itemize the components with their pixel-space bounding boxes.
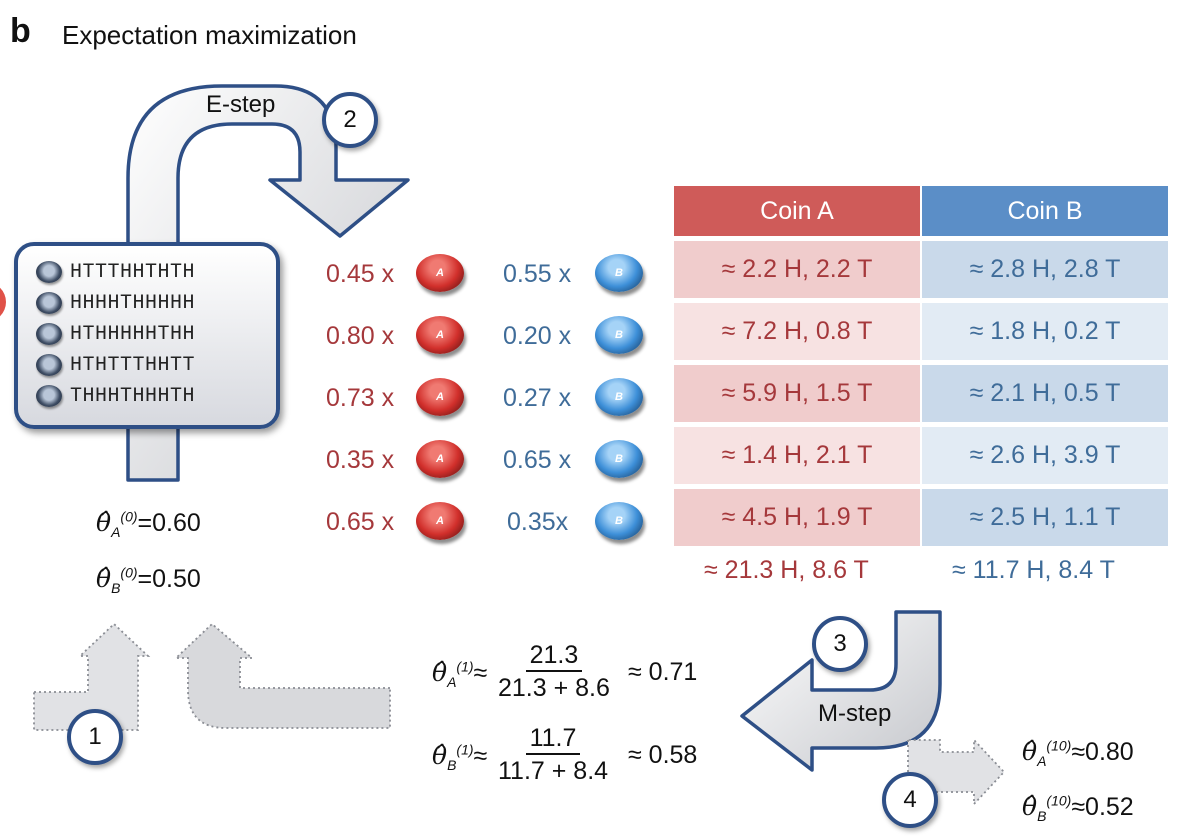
coin-a-icon: A xyxy=(416,316,464,354)
table-cell-b: ≈ 2.8 H, 2.8 T xyxy=(922,241,1168,298)
sequence-row: HHHHTHHHHH xyxy=(36,289,195,317)
feedback-dotted-arrow xyxy=(173,622,391,729)
coin-b-icon: B xyxy=(595,254,643,292)
weight-a: 0.80 x xyxy=(326,322,395,350)
sequence-text: THHHTHHHTH xyxy=(70,384,196,408)
sequence-row: HTHHHHHTHH xyxy=(36,320,195,348)
step-3-circle: 3 xyxy=(812,616,868,672)
table-cell-b: ≈ 2.1 H, 0.5 T xyxy=(922,365,1168,422)
final-theta-a: θ̂A(10)≈0.80 xyxy=(1022,737,1134,769)
table-cell-a: ≈ 4.5 H, 1.9 T xyxy=(674,489,920,546)
coin-b-icon: B xyxy=(595,440,643,478)
coin-b-icon: B xyxy=(595,378,643,416)
sequence-text: HTHHHHHTHH xyxy=(70,322,196,346)
weight-a: 0.73 x xyxy=(326,384,395,412)
panel-title: Expectation maximization xyxy=(62,20,357,50)
initial-theta-b: θ̂B(0)=0.50 xyxy=(96,564,201,596)
step-4-circle: 4 xyxy=(882,772,938,828)
coin-a-icon: A xyxy=(416,254,464,292)
weight-b: 0.55 x xyxy=(503,260,572,288)
m-step-label: M-step xyxy=(818,700,892,727)
unknown-coin-icon xyxy=(36,261,62,283)
coin-a-icon: A xyxy=(416,378,464,416)
e-step-arrow xyxy=(126,84,410,482)
unknown-coin-icon xyxy=(36,323,62,345)
fraction-denominator: 21.3 + 8.6 xyxy=(498,674,610,702)
m-step-arrow xyxy=(740,610,942,772)
weight-a: 0.35 x xyxy=(326,446,395,474)
sequence-row: HTHTTTHHTT xyxy=(36,351,195,379)
table-cell-b: ≈ 2.5 H, 1.1 T xyxy=(922,489,1168,546)
update-theta-b-fraction: 11.7 11.7 + 8.4 xyxy=(494,723,612,787)
weight-b: 0.27 x xyxy=(503,384,572,412)
header-coin-b: Coin B xyxy=(922,186,1168,236)
update-theta-b-label: θ̂B(1)≈ xyxy=(432,741,488,773)
coin-toss-data-box: HTTTHHTHTH HHHHTHHHHH HTHHHHHTHH HTHTTTH… xyxy=(14,242,280,429)
step-2-circle: 2 xyxy=(322,92,378,148)
unknown-coin-icon xyxy=(36,385,62,407)
fraction-denominator: 11.7 + 8.4 xyxy=(498,757,609,785)
table-cell-a: ≈ 7.2 H, 0.8 T xyxy=(674,303,920,360)
weight-b: 0.20 x xyxy=(503,322,572,350)
total-coin-b: ≈ 11.7 H, 8.4 T xyxy=(952,556,1115,584)
table-cell-a: ≈ 5.9 H, 1.5 T xyxy=(674,365,920,422)
weight-a: 0.45 x xyxy=(326,260,395,288)
update-theta-b-result: ≈ 0.58 xyxy=(628,741,698,769)
sequence-row: THHHTHHHTH xyxy=(36,382,195,410)
table-cell-a: ≈ 2.2 H, 2.2 T xyxy=(674,241,920,298)
initial-theta-a: θ̂A(0)=0.60 xyxy=(96,508,201,540)
weight-b: 0.35x xyxy=(507,508,569,536)
weight-b: 0.65 x xyxy=(503,446,572,474)
table-cell-b: ≈ 2.6 H, 3.9 T xyxy=(922,427,1168,484)
e-step-label: E-step xyxy=(206,91,276,118)
coin-b-icon: B xyxy=(595,316,643,354)
final-theta-b: θ̂B(10)≈0.52 xyxy=(1022,792,1134,824)
sequence-text: HTTTHHTHTH xyxy=(70,260,196,284)
coin-a-icon: A xyxy=(416,440,464,478)
sequence-text: HHHHTHHHHH xyxy=(70,291,196,315)
unknown-coin-icon xyxy=(36,292,62,314)
header-coin-a: Coin A xyxy=(674,186,920,236)
unknown-coin-icon xyxy=(36,354,62,376)
weight-a: 0.65 x xyxy=(326,508,395,536)
sequence-row: HTTTHHTHTH xyxy=(36,258,195,286)
fraction-numerator: 11.7 xyxy=(525,723,581,755)
coin-a-icon: A xyxy=(416,502,464,540)
coin-b-icon: B xyxy=(595,502,643,540)
update-theta-a-label: θ̂A(1)≈ xyxy=(432,658,488,690)
total-coin-a: ≈ 21.3 H, 8.6 T xyxy=(704,556,869,584)
edge-red-circle xyxy=(0,287,6,317)
update-theta-a-result: ≈ 0.71 xyxy=(628,658,698,686)
table-cell-b: ≈ 1.8 H, 0.2 T xyxy=(922,303,1168,360)
step-1-circle: 1 xyxy=(67,709,123,765)
init-dotted-arrow xyxy=(33,622,151,731)
sequence-text: HTHTTTHHTT xyxy=(70,353,196,377)
table-cell-a: ≈ 1.4 H, 2.1 T xyxy=(674,427,920,484)
fraction-numerator: 21.3 xyxy=(525,640,583,672)
panel-letter: b xyxy=(10,12,31,50)
update-theta-a-fraction: 21.3 21.3 + 8.6 xyxy=(494,640,614,704)
